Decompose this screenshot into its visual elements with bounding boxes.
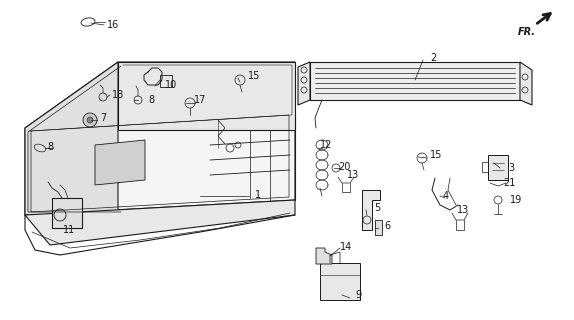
Text: 17: 17 xyxy=(194,95,207,105)
Polygon shape xyxy=(488,155,508,180)
Polygon shape xyxy=(52,198,82,228)
Polygon shape xyxy=(362,190,380,230)
Text: 15: 15 xyxy=(248,71,261,81)
Text: 8: 8 xyxy=(148,95,154,105)
Text: 3: 3 xyxy=(508,163,514,173)
Text: 1: 1 xyxy=(255,190,261,200)
Polygon shape xyxy=(320,263,360,300)
Text: 9: 9 xyxy=(355,290,361,300)
Text: 14: 14 xyxy=(340,242,352,252)
Text: 13: 13 xyxy=(347,170,359,180)
Polygon shape xyxy=(25,112,295,215)
Text: 13: 13 xyxy=(457,205,470,215)
Text: 20: 20 xyxy=(338,162,350,172)
Text: 21: 21 xyxy=(503,178,515,188)
Text: 11: 11 xyxy=(63,225,75,235)
Polygon shape xyxy=(316,248,332,264)
Polygon shape xyxy=(25,62,295,128)
Text: 18: 18 xyxy=(112,90,124,100)
Text: 10: 10 xyxy=(165,80,177,90)
Polygon shape xyxy=(310,62,520,100)
Text: FR.: FR. xyxy=(518,27,536,37)
Text: 5: 5 xyxy=(374,203,380,213)
Text: 6: 6 xyxy=(384,221,390,231)
Circle shape xyxy=(83,113,97,127)
Polygon shape xyxy=(298,62,310,105)
Text: 4: 4 xyxy=(443,191,449,201)
Text: 19: 19 xyxy=(510,195,522,205)
Polygon shape xyxy=(118,62,295,130)
Text: 16: 16 xyxy=(107,20,119,30)
Polygon shape xyxy=(375,220,382,235)
Polygon shape xyxy=(25,200,295,245)
Polygon shape xyxy=(25,62,118,215)
Polygon shape xyxy=(520,62,532,105)
Polygon shape xyxy=(95,140,145,185)
Text: 2: 2 xyxy=(430,53,436,63)
Text: 12: 12 xyxy=(320,140,332,150)
Text: 15: 15 xyxy=(430,150,443,160)
Text: 8: 8 xyxy=(47,142,53,152)
Text: 7: 7 xyxy=(100,113,106,123)
Circle shape xyxy=(87,117,93,123)
